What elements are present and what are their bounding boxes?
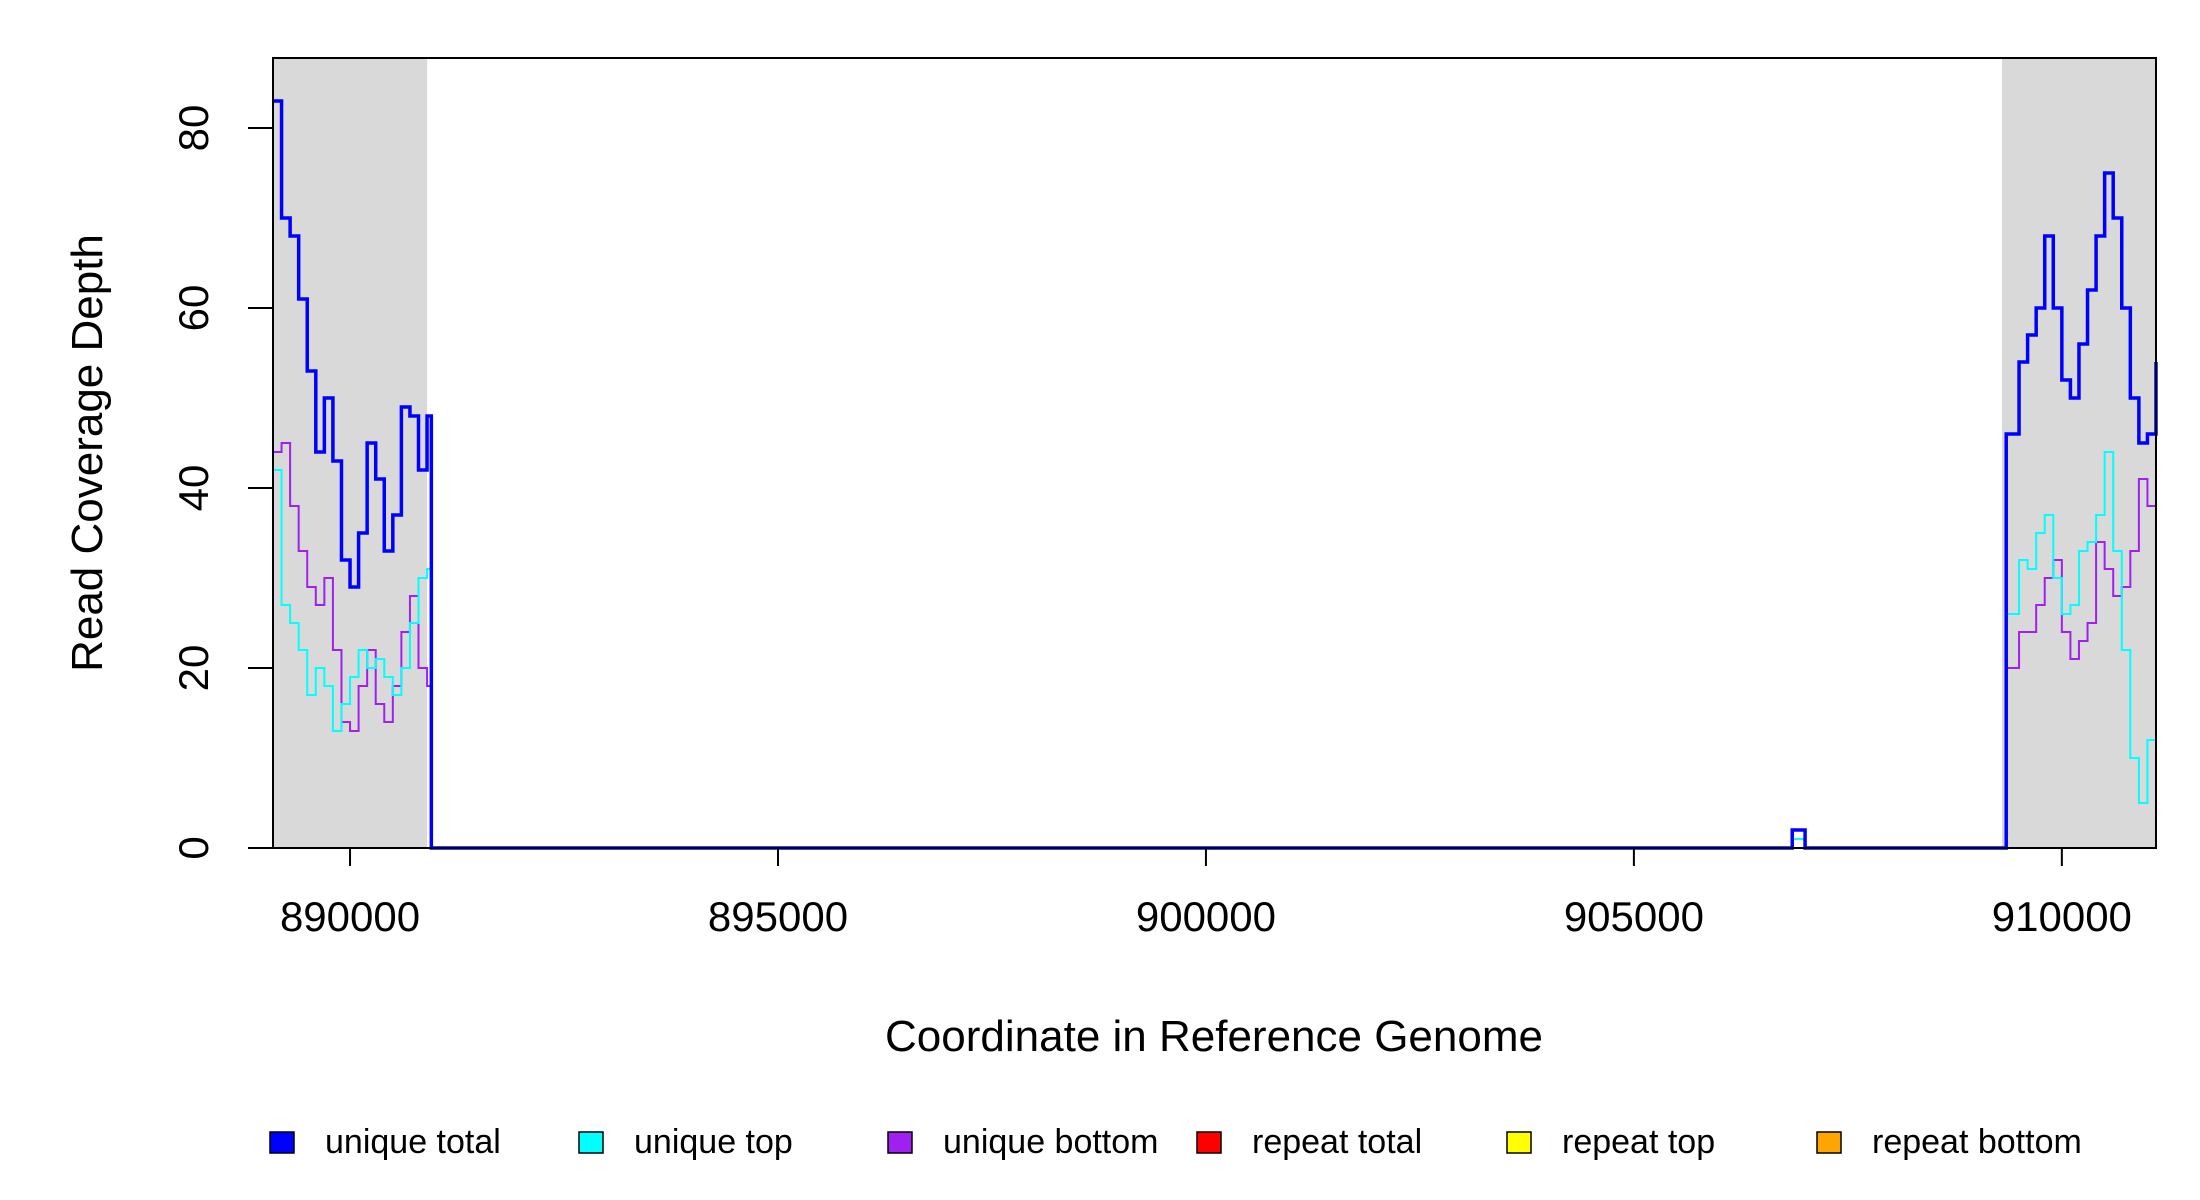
y-tick-label: 80	[170, 105, 217, 152]
shaded-region-2	[2001, 58, 2156, 848]
series-lines	[273, 99, 2158, 850]
legend-label-unique-bottom: unique bottom	[943, 1123, 1159, 1161]
legend-swatch-unique-top	[578, 1131, 604, 1154]
x-tick-label: 895000	[708, 893, 848, 940]
series-line-unique-bottom	[273, 442, 2157, 849]
legend-swatch-repeat-total	[1196, 1131, 1222, 1154]
legend-swatch-repeat-bottom	[1816, 1131, 1842, 1154]
y-axis: 0 20 40 60 80	[170, 105, 273, 860]
x-tick-label: 905000	[1564, 893, 1704, 940]
legend-label-unique-top: unique top	[634, 1123, 793, 1161]
series-line-unique-total	[273, 99, 2158, 850]
x-axis-label: Coordinate in Reference Genome	[885, 1012, 1543, 1061]
x-axis: 890000 895000 900000 905000 910000	[280, 848, 2132, 940]
legend-label-repeat-top: repeat top	[1562, 1123, 1715, 1161]
x-tick-label: 900000	[1136, 893, 1276, 940]
legend-swatch-unique-bottom	[887, 1131, 913, 1154]
legend-label-unique-total: unique total	[325, 1123, 501, 1161]
y-axis-label: Read Coverage Depth	[63, 234, 112, 672]
x-tick-label: 910000	[1992, 893, 2132, 940]
plot-frame	[272, 57, 2157, 849]
legend: unique total unique top unique bottom repea…	[269, 1123, 2082, 1161]
shaded-regions	[273, 58, 2156, 848]
y-tick-label: 40	[170, 465, 217, 512]
y-tick-label: 0	[170, 836, 217, 859]
legend-label-repeat-total: repeat total	[1252, 1123, 1422, 1161]
legend-swatch-repeat-top	[1506, 1131, 1532, 1154]
legend-swatch-unique-total	[269, 1131, 295, 1154]
x-tick-label: 890000	[280, 893, 420, 940]
y-tick-label: 20	[170, 645, 217, 692]
series-line-unique-top	[273, 451, 2157, 849]
legend-label-repeat-bottom: repeat bottom	[1872, 1123, 2082, 1161]
y-tick-label: 60	[170, 285, 217, 332]
